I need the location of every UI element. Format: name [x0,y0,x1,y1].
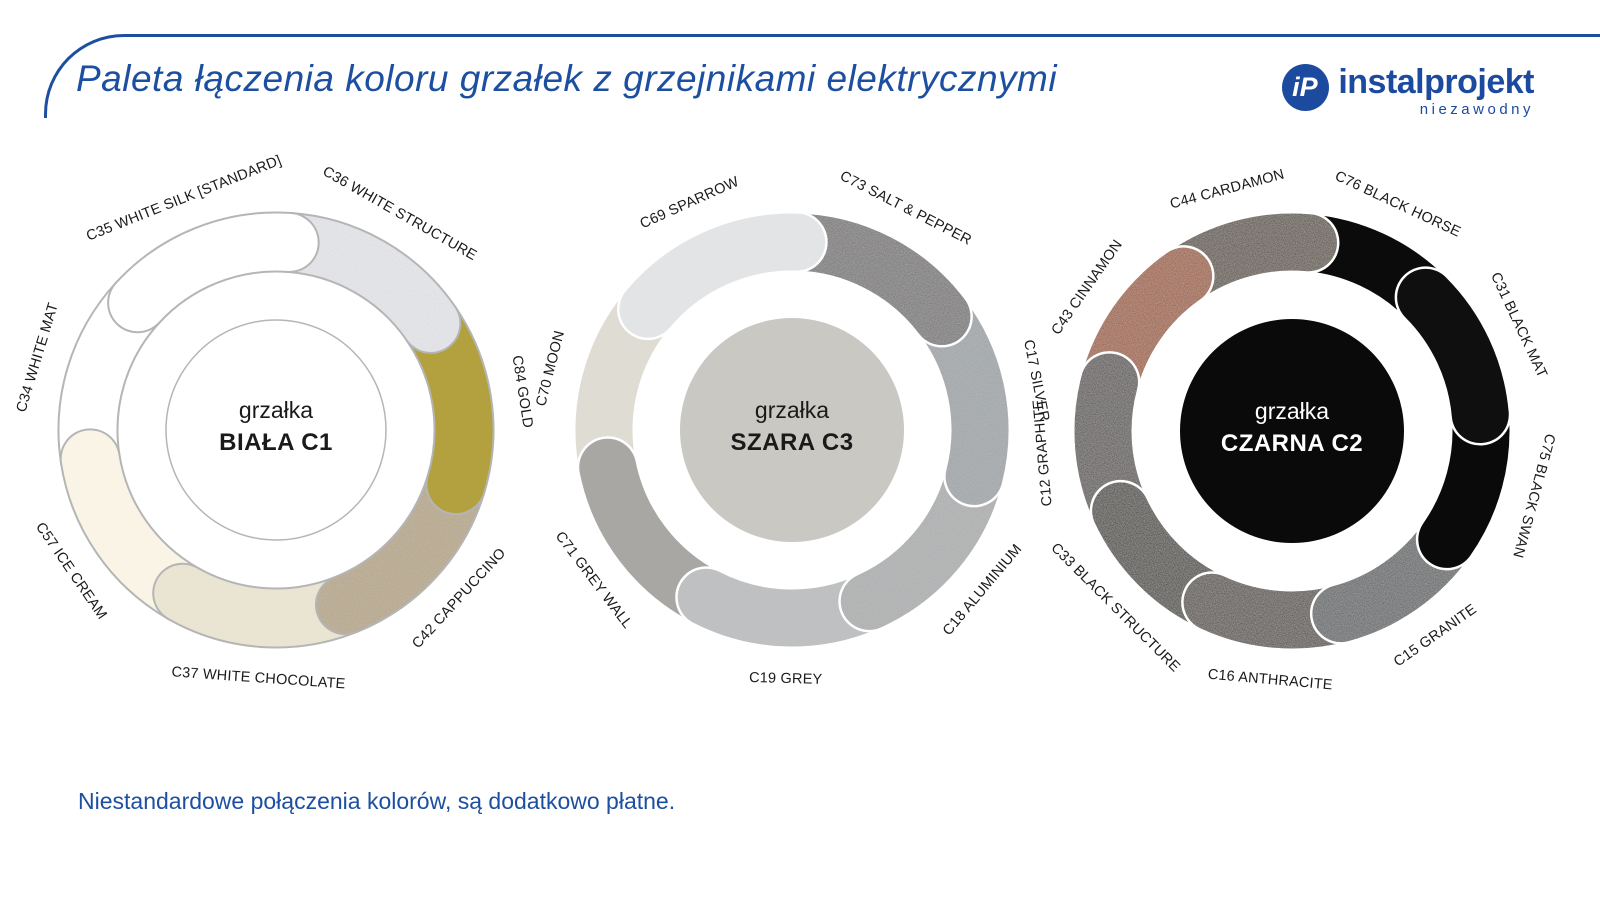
instalprojekt-logo: iP instalprojekt niezawodny [1282,63,1534,119]
segment-label-c84-gold: C84 GOLD [509,354,536,429]
logo-tagline: niezawodny [1419,101,1534,119]
segment-c31-black-mat [1397,268,1509,444]
segment-label-c37-white-chocolate: C37 WHITE CHOCOLATE [171,664,346,692]
ring-biala-c1: C35 WHITE SILK [STANDARD] C36 WHITE STRUC… [14,153,536,693]
ring-center-label-szara-c3: grzałka SZARA C3 [730,397,853,456]
segment-label-c16-anthracite: C16 ANTHRACITE [1207,667,1333,694]
logo-text-block: instalprojekt niezawodny [1338,63,1534,119]
instalprojekt-logo-icon: iP [1282,64,1330,111]
segment-c35-white-silk-standard [109,213,318,332]
segment-label-c70-moon: C70 MOON [533,329,568,408]
page-title: Paleta łączenia koloru grzałek z grzejni… [76,58,1058,99]
segment-label-c34-white-mat: C34 WHITE MAT [14,301,62,414]
logo-wordmark: instalprojekt [1338,63,1534,101]
ring-center-label-biala-c1: grzałka BIAŁA C1 [219,397,333,456]
ring-center-disc-biala-c1 [165,319,387,541]
logo-monogram: iP [1292,72,1318,102]
segment-c69-sparrow [619,213,826,338]
ring-center-label-czarna-c2: grzałka CZARNA C2 [1221,398,1363,457]
segment-label-c19-grey: C19 GREY [749,670,823,688]
ring-center-disc-czarna-c2 [1180,319,1404,543]
segment-label-c44-cardamon: C44 CARDAMON [1168,167,1286,213]
ring-center-disc-szara-c3 [680,318,904,542]
footer-note: Niestandardowe połączenia kolorów, są do… [78,788,676,814]
segment-label-c75-black-swan: C75 BLACK SWAN [1509,432,1558,560]
